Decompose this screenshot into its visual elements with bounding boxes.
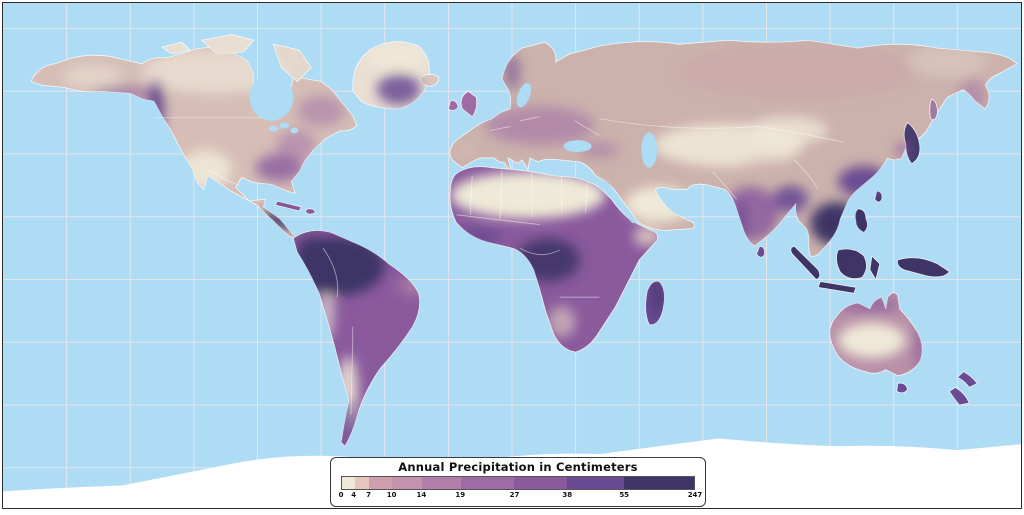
new-guinea xyxy=(896,257,950,278)
baltic-sea xyxy=(516,83,532,108)
legend-color-segment xyxy=(354,477,370,489)
legend-tick-labels: 0 4 7 10 14 19 27 38 55 247 xyxy=(338,491,703,503)
sri-lanka xyxy=(756,245,766,258)
legend-tick-label: 4 xyxy=(351,491,357,499)
black-sea xyxy=(563,140,592,153)
world-map xyxy=(3,3,1021,508)
legend-tick-label: 27 xyxy=(509,491,520,499)
legend-tick-label: 10 xyxy=(386,491,397,499)
legend-color-segment xyxy=(392,477,422,489)
great-lake xyxy=(279,122,290,129)
legend-color-segment xyxy=(566,477,624,489)
great-lake xyxy=(268,125,279,132)
legend-tick-label: 0 xyxy=(338,491,344,499)
sulawesi xyxy=(869,255,881,281)
java xyxy=(817,280,857,294)
tasmania xyxy=(896,382,909,394)
red-sea xyxy=(602,180,636,224)
legend-tick-label: 19 xyxy=(455,491,466,499)
legend-tick-label: 14 xyxy=(416,491,427,499)
borneo xyxy=(835,248,867,280)
great-lake xyxy=(290,127,299,134)
new-zealand-south xyxy=(948,386,970,406)
legend-tick-label: 38 xyxy=(562,491,573,499)
ireland xyxy=(447,100,459,111)
legend-color-segment xyxy=(514,477,567,489)
legend-color-segment xyxy=(421,477,461,489)
hispaniola xyxy=(304,208,316,215)
legend-colorbar xyxy=(341,476,695,490)
legend-tick-label: 247 xyxy=(687,491,703,499)
cuba xyxy=(274,200,302,212)
new-zealand-north xyxy=(956,371,978,388)
legend-title: Annual Precipitation in Centimeters xyxy=(398,460,638,474)
britain xyxy=(460,90,478,118)
caspian-sea xyxy=(641,132,658,168)
persian-gulf xyxy=(658,188,686,210)
legend-tick-label: 7 xyxy=(366,491,372,499)
legend-color-segment xyxy=(342,477,355,489)
legend-color-segment xyxy=(369,477,393,489)
hudson-bay xyxy=(249,73,294,121)
legend-tick-label: 55 xyxy=(619,491,630,499)
inland-seas xyxy=(249,73,686,224)
legend-color-segment xyxy=(460,477,515,489)
country-borders xyxy=(154,116,845,415)
legend-color-segment xyxy=(623,477,694,489)
